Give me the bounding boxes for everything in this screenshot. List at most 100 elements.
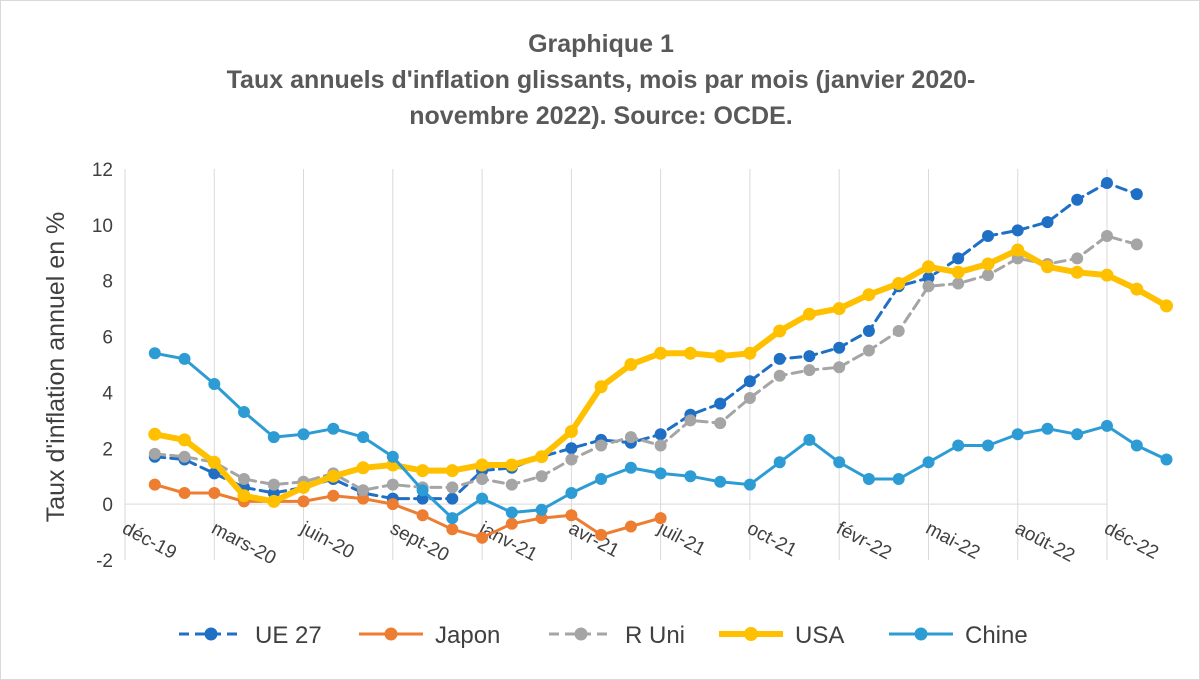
series-line [153,181,1139,501]
data-point [982,439,994,452]
data-point [505,478,518,491]
data-point [1130,188,1143,201]
series-r-uni [148,230,1143,497]
data-point [446,512,459,525]
data-point [148,478,161,491]
data-point [743,375,756,388]
data-point [357,431,370,444]
data-point [714,417,727,430]
data-point [476,473,489,485]
data-point [476,531,489,544]
data-point [208,467,221,480]
data-point [892,325,905,337]
data-point [386,478,399,491]
x-tick-label: mai-22 [922,518,983,564]
legend-marker [914,627,928,641]
data-point [654,512,667,525]
data-point [684,470,697,483]
data-point [565,487,578,499]
data-point [862,473,875,485]
data-point [862,288,876,302]
data-point [595,528,608,541]
data-point [1100,268,1114,282]
data-point [564,425,578,438]
data-point [535,503,548,516]
data-point [922,280,935,293]
data-point [982,230,994,242]
data-point [951,265,965,279]
y-axis-label: Taux d'inflation annuel en % [42,212,70,523]
data-point [208,378,221,390]
data-point [535,470,548,483]
data-point [178,352,191,365]
data-point [595,439,608,452]
y-tick-label: 8 [102,272,113,293]
legend-item-chine: Chine [889,622,1028,649]
data-point [773,352,786,365]
data-point [356,461,370,475]
y-tick-label: 4 [102,383,113,404]
data-point [952,277,965,290]
data-point [713,349,727,363]
data-point [683,346,697,360]
legend-label: USA [795,622,844,649]
data-point [357,492,370,505]
y-tick-label: -2 [96,551,113,572]
data-point [773,369,786,382]
data-point [654,428,667,441]
data-point [654,439,667,452]
data-point [535,512,548,525]
data-point [684,414,697,427]
x-tick-label: févr-22 [833,518,895,564]
data-point [773,324,787,338]
y-tick-label: 12 [92,160,113,181]
data-point [922,456,935,469]
legend-marker [204,627,218,641]
data-point [1130,238,1143,251]
data-point [1011,224,1024,237]
legend-item-usa: USA [719,622,844,649]
data-point [743,478,756,491]
data-point [1071,428,1084,441]
data-point [178,487,191,499]
data-point [416,509,429,522]
data-point [714,475,727,488]
data-point [565,453,578,466]
x-tick-label: août-22 [1011,518,1078,567]
data-point [1101,230,1113,242]
data-point [743,346,757,360]
data-point [1101,419,1113,432]
data-point [297,495,310,508]
data-point [862,344,875,357]
data-point [297,480,310,494]
legend-item-ue-27: UE 27 [179,622,322,649]
legend-label: UE 27 [255,622,322,649]
legend-label: Japon [435,622,500,649]
data-point [1130,282,1144,296]
x-tick-label: juin-20 [296,518,357,564]
y-tick-label: 2 [102,439,113,460]
data-point [207,455,221,469]
series-chine [148,347,1173,525]
data-point [1160,453,1173,466]
data-point [654,467,667,480]
chart-title-line-3: novembre 2022). Source: OCDE. [409,102,792,130]
legend-item-r-uni: R Uni [549,622,685,649]
data-point [565,509,578,522]
data-point [802,307,816,321]
data-point [416,492,429,505]
legend-item-japon: Japon [359,622,500,649]
data-point [178,450,191,463]
legend-marker [384,627,398,641]
data-point [237,489,251,503]
data-point [743,392,756,404]
data-point [505,517,518,530]
data-point [416,484,429,497]
data-point [178,433,191,447]
data-point [1011,243,1025,257]
data-point [803,350,816,363]
data-point [624,431,637,444]
data-point [327,489,340,502]
data-point [446,492,459,505]
